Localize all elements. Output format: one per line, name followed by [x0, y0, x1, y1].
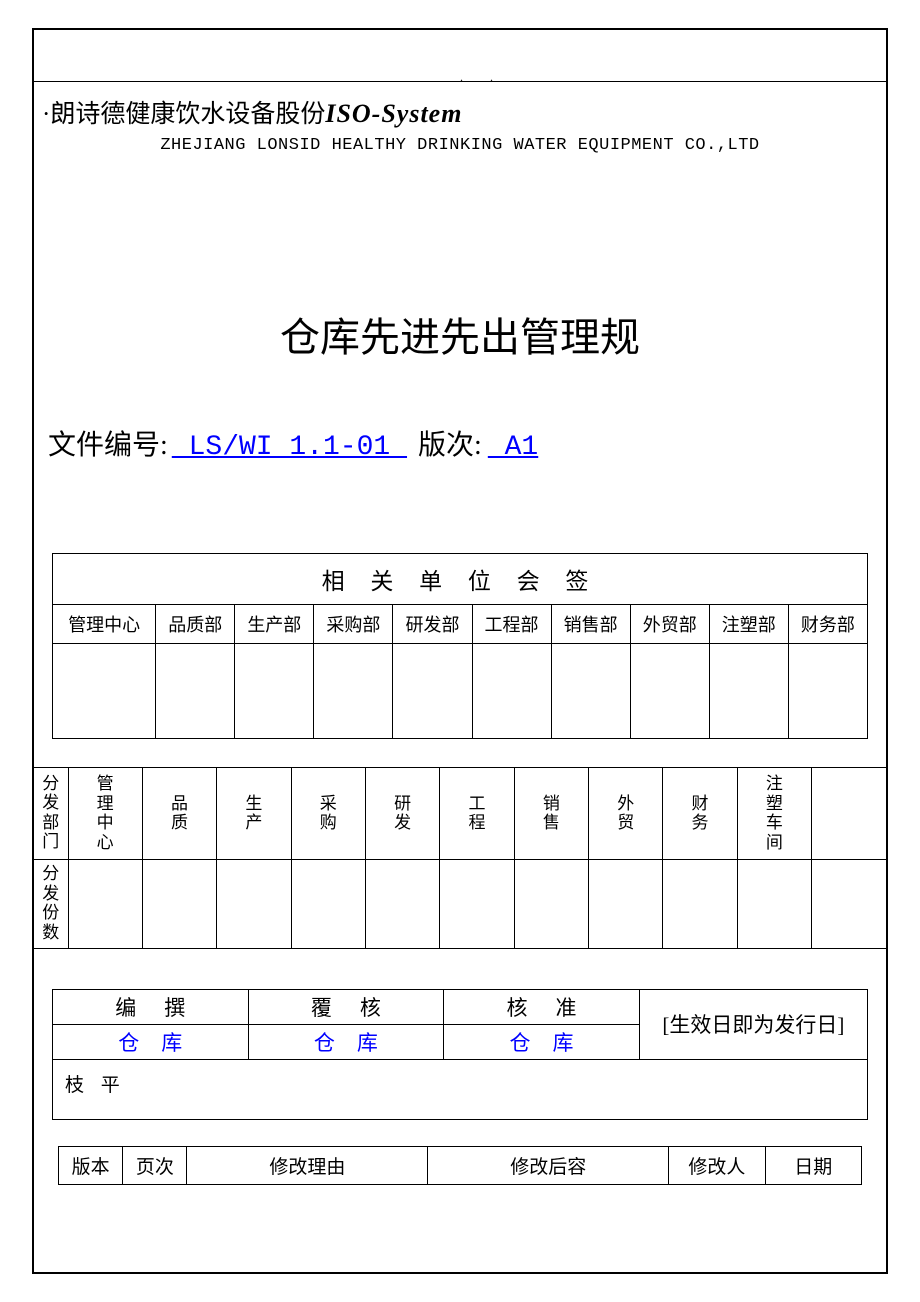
dist-dept: 生产 — [217, 768, 291, 860]
dist-dept: 外贸 — [589, 768, 663, 860]
dist-count — [514, 860, 588, 949]
dist-dept: 品质 — [142, 768, 216, 860]
signoff-header-row: 管理中心 品质部 生产部 采购部 研发部 工程部 销售部 外贸部 注塑部 财务部 — [53, 605, 868, 644]
dist-dept: 采购 — [291, 768, 365, 860]
dist-dept: 研发 — [365, 768, 439, 860]
approval-header: 核准 — [444, 989, 640, 1024]
iso-system-label: ISO-System — [325, 99, 462, 128]
signoff-col: 管理中心 — [53, 605, 156, 644]
signoff-table: 相 关 单 位 会 签 管理中心 品质部 生产部 采购部 研发部 工程部 销售部… — [52, 553, 868, 739]
revision-col: 修改人 — [669, 1146, 765, 1184]
signoff-col: 品质部 — [156, 605, 235, 644]
revision-col: 修改后容 — [428, 1146, 669, 1184]
signoff-cell — [551, 644, 630, 739]
dist-dept: 财务 — [663, 768, 737, 860]
page-border: . . ·朗诗德健康饮水设备股份ISO-System ZHEJIANG LONS… — [32, 28, 888, 1274]
company-cn: ·朗诗德健康饮水设备股份 — [42, 101, 325, 128]
version-value: A1 — [482, 432, 544, 463]
revision-table: 版本 页次 修改理由 修改后容 修改人 日期 — [58, 1146, 862, 1185]
signoff-title: 相 关 单 位 会 签 — [53, 554, 868, 605]
signoff-cell — [314, 644, 393, 739]
document-title: 仓库先进先出管理规 — [34, 305, 886, 363]
dist-dept-label: 分发部门 — [34, 768, 68, 860]
revision-col: 修改理由 — [187, 1146, 428, 1184]
revision-header-row: 版本 页次 修改理由 修改后容 修改人 日期 — [59, 1146, 862, 1184]
dist-count — [68, 860, 142, 949]
dist-dept-empty — [812, 768, 886, 860]
signoff-empty-row — [53, 644, 868, 739]
dist-dept: 注塑车间 — [737, 768, 811, 860]
dist-count-empty — [812, 860, 886, 949]
revision-col: 版本 — [59, 1146, 123, 1184]
revision-col: 页次 — [123, 1146, 187, 1184]
approval-signature: 枝 平 — [53, 1059, 868, 1119]
signoff-col: 财务部 — [788, 605, 867, 644]
distribution-table: 分发部门 管理中心 品质 生产 采购 研发 工程 销售 外贸 财务 注塑车间 分… — [34, 767, 886, 949]
signoff-col: 生产部 — [235, 605, 314, 644]
approval-header-row: 编撰 覆核 核准 [生效日即为发行日] — [53, 989, 868, 1024]
dist-count — [440, 860, 514, 949]
dist-dept-row: 分发部门 管理中心 品质 生产 采购 研发 工程 销售 外贸 财务 注塑车间 — [34, 768, 886, 860]
dist-dept: 工程 — [440, 768, 514, 860]
version-label: 版次: — [418, 430, 482, 461]
signoff-col: 工程部 — [472, 605, 551, 644]
dist-count-label: 分发份数 — [34, 860, 68, 949]
signoff-cell — [393, 644, 472, 739]
dist-dept: 销售 — [514, 768, 588, 860]
page: . . ·朗诗德健康饮水设备股份ISO-System ZHEJIANG LONS… — [0, 0, 920, 1302]
signoff-col: 外贸部 — [630, 605, 709, 644]
company-en: ZHEJIANG LONSID HEALTHY DRINKING WATER E… — [34, 132, 886, 155]
dist-dept: 管理中心 — [68, 768, 142, 860]
doc-no-value: LS/WI 1.1-01 — [168, 432, 411, 463]
doc-info: 文件编号: LS/WI 1.1-01 版次: A1 — [34, 423, 886, 463]
dist-count-row: 分发份数 — [34, 860, 886, 949]
signoff-col: 销售部 — [551, 605, 630, 644]
approval-value: 仓库 — [444, 1024, 640, 1059]
dist-count — [663, 860, 737, 949]
signoff-cell — [235, 644, 314, 739]
signoff-cell — [709, 644, 788, 739]
approval-table: 编撰 覆核 核准 [生效日即为发行日] 仓库 仓库 仓库 枝 平 — [52, 989, 868, 1120]
dist-count — [291, 860, 365, 949]
signoff-cell — [788, 644, 867, 739]
dist-count — [737, 860, 811, 949]
dist-count — [365, 860, 439, 949]
doc-no-label: 文件编号: — [48, 430, 168, 461]
signoff-col: 注塑部 — [709, 605, 788, 644]
revision-col: 日期 — [765, 1146, 861, 1184]
approval-value: 仓库 — [53, 1024, 249, 1059]
approval-value: 仓库 — [248, 1024, 444, 1059]
header-dots: . . — [460, 70, 505, 85]
company-line: ·朗诗德健康饮水设备股份ISO-System — [34, 82, 886, 132]
signoff-cell — [53, 644, 156, 739]
approval-note: [生效日即为发行日] — [639, 989, 867, 1059]
signoff-cell — [156, 644, 235, 739]
dist-count — [589, 860, 663, 949]
dist-count — [142, 860, 216, 949]
approval-header: 编撰 — [53, 989, 249, 1024]
signoff-cell — [630, 644, 709, 739]
approval-header: 覆核 — [248, 989, 444, 1024]
signoff-col: 研发部 — [393, 605, 472, 644]
approval-signature-row: 枝 平 — [53, 1059, 868, 1119]
signoff-cell — [472, 644, 551, 739]
signoff-col: 采购部 — [314, 605, 393, 644]
dist-count — [217, 860, 291, 949]
